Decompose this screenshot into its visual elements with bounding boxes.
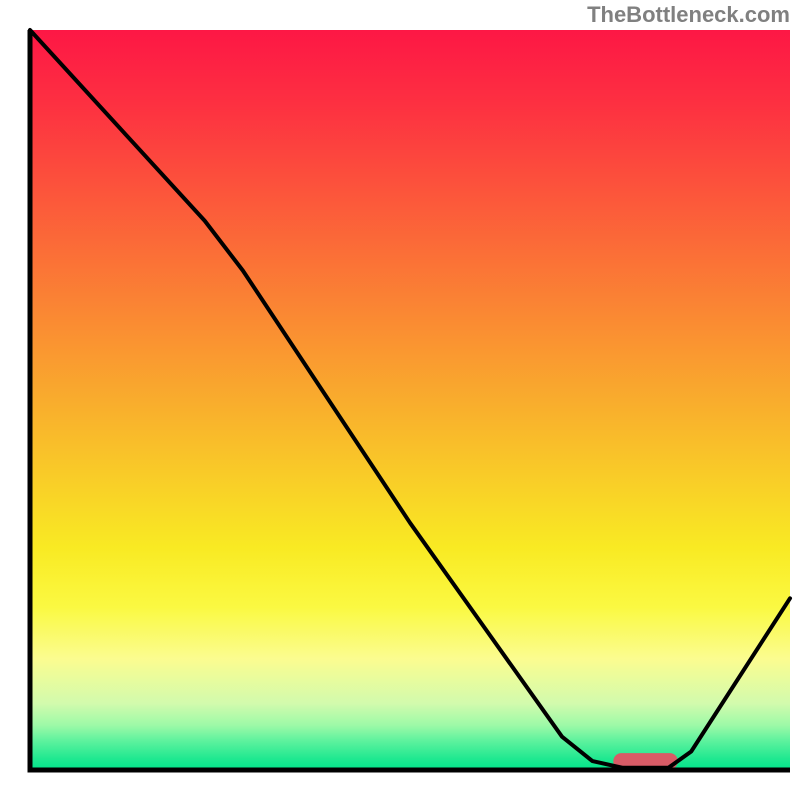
chart-plot-area: [30, 30, 790, 770]
attribution-text: TheBottleneck.com: [587, 2, 790, 28]
bottleneck-chart: [0, 0, 800, 800]
chart-container: TheBottleneck.com: [0, 0, 800, 800]
